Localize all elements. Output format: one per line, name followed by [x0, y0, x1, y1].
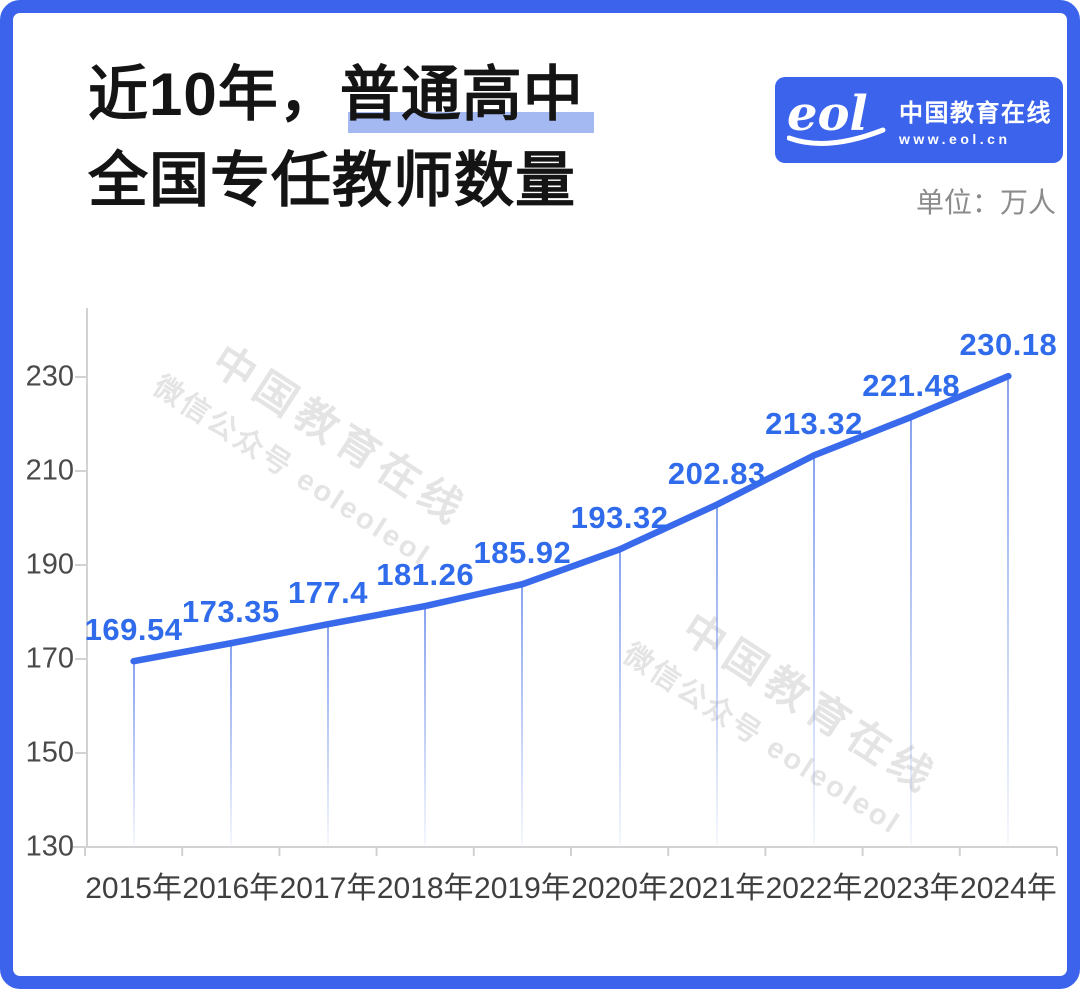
x-axis-label: 2024年: [960, 872, 1057, 905]
drop-line: [813, 458, 815, 845]
y-axis-label: 170: [25, 642, 74, 675]
drop-line: [327, 627, 329, 845]
logo-name: 中国教育在线: [899, 100, 1052, 127]
title-highlight-text: 普通高中: [339, 61, 584, 128]
x-axis-label: 2019年: [474, 872, 571, 905]
drop-line: [910, 420, 913, 845]
y-axis-label: 150: [25, 736, 74, 769]
x-axis-label: 2016年: [182, 872, 280, 905]
value-label: 193.32: [570, 500, 669, 536]
y-axis-label: 230: [25, 360, 74, 393]
eol-logo: eol 中国教育在线 www.eol.cn: [775, 77, 1063, 163]
value-label: 221.48: [862, 368, 961, 404]
drop-line: [521, 587, 524, 845]
title-text-pre: 近10年，: [88, 61, 340, 128]
y-axis-label: 190: [25, 548, 74, 581]
eol-wordmark-icon: eol: [787, 88, 886, 146]
x-axis-label: 2023年: [862, 872, 960, 905]
x-axis-label: 2015年: [85, 872, 182, 905]
x-axis-label: 2017年: [279, 872, 377, 905]
drop-line: [1007, 379, 1010, 845]
drop-line: [618, 552, 621, 845]
x-axis-label: 2018年: [376, 872, 474, 905]
drop-line: [229, 646, 232, 845]
title-line-2: 全国专任教师数量: [88, 147, 576, 214]
drop-line: [715, 507, 718, 845]
logo-text-block: 中国教育在线 www.eol.cn: [899, 93, 1052, 147]
x-axis-label: 2021年: [668, 872, 766, 905]
value-label: 230.18: [959, 327, 1058, 363]
x-axis-label: 2020年: [571, 872, 668, 905]
page-title: 近10年，普通高中 全国专任教师数量: [88, 52, 594, 224]
drop-line: [424, 609, 427, 845]
value-label: 202.83: [667, 455, 766, 491]
svg-text:eol: eol: [787, 88, 868, 142]
y-axis-label: 210: [25, 454, 74, 487]
unit-label: 单位：万人: [915, 187, 1056, 218]
value-label: 185.92: [473, 535, 572, 571]
drop-line: [132, 664, 135, 845]
title-line-1: 近10年，普通高中: [88, 52, 594, 138]
value-label: 173.35: [181, 594, 280, 630]
logo-url: www.eol.cn: [899, 131, 1011, 147]
y-axis-label: 130: [25, 830, 74, 863]
value-label: 169.54: [84, 612, 183, 648]
value-label: 213.32: [765, 406, 863, 442]
series-line: [130, 372, 1012, 665]
value-label: 181.26: [376, 557, 475, 593]
value-label: 177.4: [287, 575, 369, 611]
title-highlight: 普通高中: [339, 52, 594, 138]
x-axis-label: 2022年: [765, 872, 863, 905]
